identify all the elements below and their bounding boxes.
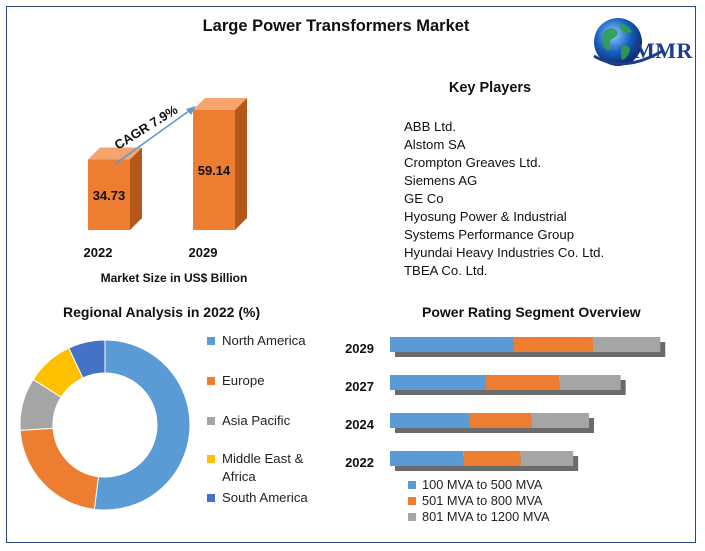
legend-swatch [207, 377, 215, 385]
key-players-title: Key Players [448, 80, 532, 96]
donut-slice-north-america [93, 339, 191, 511]
key-player-item: Systems Performance Group [404, 227, 575, 242]
x-tick-2022: 2022 [84, 245, 113, 260]
cagr-arrowhead [186, 106, 196, 115]
legend-label: South America [222, 490, 308, 505]
legend-swatch [207, 494, 215, 502]
legend-item-north-america: North America [207, 332, 317, 350]
key-player-item: GE Co [404, 191, 444, 206]
legend-swatch [408, 513, 416, 521]
key-player-item: ABB Ltd. [404, 119, 457, 134]
bar-segment-2027 [486, 375, 560, 390]
legend-label: Europe [222, 373, 265, 388]
x-tick-2029: 2029 [189, 245, 218, 260]
bar-segment-2024 [469, 413, 532, 428]
legend-swatch [408, 481, 416, 489]
market-size-chart: 34.73 59.14 CAGR 7.9% 2022 2029 Market Si… [84, 98, 248, 285]
y-tick-label: 2027 [345, 379, 374, 394]
regional-title: Regional Analysis in 2022 (%) [63, 304, 261, 320]
bar-side-2022 [130, 147, 142, 230]
logo-text: MMR [634, 38, 693, 63]
bar-segment-2029 [592, 337, 661, 352]
key-player-item: Hyosung Power & Industrial [404, 209, 567, 224]
key-player-item: Siemens AG [404, 173, 478, 188]
bar-side-2029 [235, 98, 247, 230]
legend-swatch [207, 337, 215, 345]
y-tick-label: 2022 [345, 455, 374, 470]
legend-label: 501 MVA to 800 MVA [422, 493, 543, 508]
legend-item-801-1200: 801 MVA to 1200 MVA [408, 509, 550, 525]
bar-value-label: 34.73 [93, 188, 126, 203]
bar-segment-2029 [513, 337, 593, 352]
bar-segment-2024 [531, 413, 589, 428]
legend-swatch [207, 455, 215, 463]
cagr-arrow [114, 107, 194, 165]
legend-label: North America [222, 333, 306, 348]
regional-legend: North America Europe Asia Pacific Middle… [207, 332, 322, 512]
legend-item-middle-east-africa: Middle East & Africa [207, 450, 317, 486]
page-title: Large Power Transformers Market [202, 17, 470, 35]
legend-item-501-800: 501 MVA to 800 MVA [408, 493, 550, 509]
power-rating-title: Power Rating Segment Overview [422, 304, 641, 320]
legend-item-europe: Europe [207, 372, 317, 390]
bar-value-label: 59.14 [198, 163, 231, 178]
power-rating-legend: 100 MVA to 500 MVA 501 MVA to 800 MVA 80… [408, 477, 550, 525]
y-tick-label: 2024 [345, 417, 375, 432]
legend-swatch [207, 417, 215, 425]
bar-2022 [88, 159, 130, 230]
bar-segment-2024 [390, 413, 470, 428]
bar-segment-2027 [390, 375, 487, 390]
legend-label: Middle East & Africa [222, 451, 304, 484]
cagr-label: CAGR 7.9% [112, 102, 181, 153]
bar-segment-2022 [390, 451, 464, 466]
bar-top-2029 [193, 98, 247, 110]
key-player-item: TBEA Co. Ltd. [404, 263, 488, 278]
bar-segment-2022 [520, 451, 574, 466]
legend-item-asia-pacific: Asia Pacific [207, 412, 317, 430]
regional-donut-chart [19, 339, 191, 511]
legend-swatch [408, 497, 416, 505]
donut-slice-south-america [68, 339, 106, 379]
y-tick-label: 2029 [345, 341, 374, 356]
donut-slice-europe [19, 427, 100, 510]
key-player-item: Hyundai Heavy Industries Co. Ltd. [404, 245, 605, 260]
key-players-list: ABB Ltd. Alstom SA Crompton Greaves Ltd.… [404, 118, 604, 280]
legend-label: 100 MVA to 500 MVA [422, 477, 543, 492]
market-size-caption: Market Size in US$ Billion [101, 271, 248, 285]
bar-segment-2022 [463, 451, 521, 466]
bar-2029 [193, 110, 235, 230]
bar-segment-2027 [559, 375, 621, 390]
logo: MMR [590, 12, 693, 72]
bar-top-2022 [88, 147, 142, 160]
legend-label: 801 MVA to 1200 MVA [422, 509, 550, 524]
power-rating-chart: 2029 2027 2024 2022 [345, 337, 666, 471]
key-player-item: Crompton Greaves Ltd. [404, 155, 542, 170]
key-player-item: Alstom SA [404, 137, 466, 152]
bar-segment-2029 [390, 337, 514, 352]
legend-item-south-america: South America [207, 489, 317, 507]
infographic-frame [6, 6, 696, 543]
legend-label: Asia Pacific [222, 413, 291, 428]
legend-item-100-500: 100 MVA to 500 MVA [408, 477, 550, 493]
globe-icon [593, 18, 665, 66]
